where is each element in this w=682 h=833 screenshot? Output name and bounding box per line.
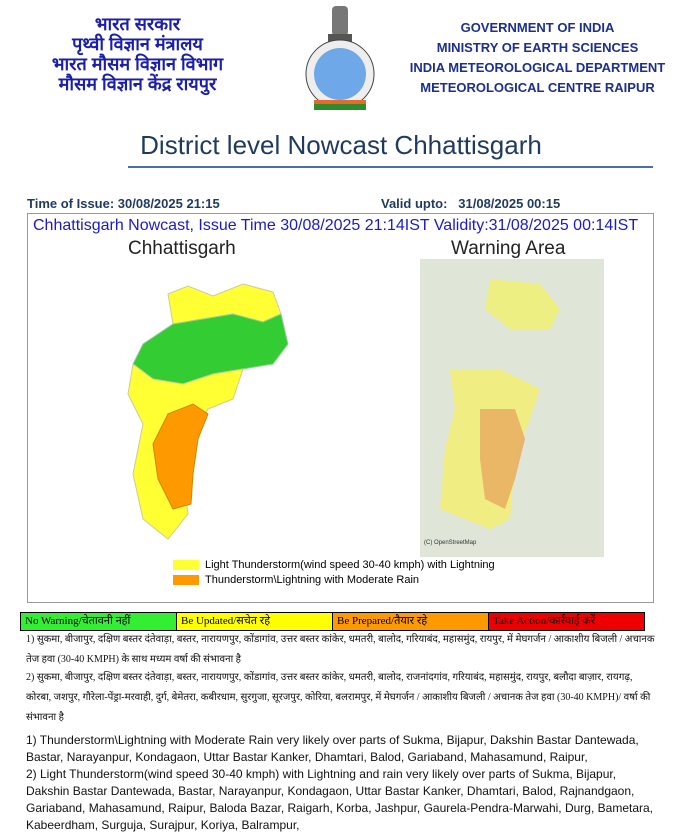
no-warning-level: No Warning/चेतावनी नहीं — [21, 613, 177, 630]
legend-label: Thunderstorm\Lightning with Moderate Rai… — [205, 574, 420, 586]
divider — [128, 166, 653, 168]
take-action-level: Take Action/कार्रवाई करें — [489, 613, 644, 630]
left-map-title: Chhattisgarh — [128, 238, 236, 259]
english-forecast-2: 2) Light Thunderstorm(wind speed 30-40 k… — [26, 767, 653, 832]
legend-label: Light Thunderstorm(wind speed 30-40 kmph… — [205, 559, 495, 571]
right-map-title: Warning Area — [451, 238, 566, 259]
be-prepared-level: Be Prepared/तैयार रहे — [333, 613, 489, 630]
imd-emblem-icon — [305, 6, 375, 110]
english-header: GOVERNMENT OF INDIA MINISTRY OF EARTH SC… — [405, 18, 670, 98]
english-line: METEOROLOGICAL CENTRE RAIPUR — [420, 80, 655, 95]
english-line: INDIA METEOROLOGICAL DEPARTMENT — [409, 60, 666, 75]
hindi-line: भारत मौसम विज्ञान विभाग — [51, 54, 224, 74]
english-line: MINISTRY OF EARTH SCIENCES — [436, 40, 639, 55]
hindi-forecast-1: 1) सुकमा, बीजापुर, दक्षिण बस्तर दंतेवाड़… — [26, 634, 655, 665]
valid-upto: Valid upto: 31/08/2025 00:15 — [381, 196, 561, 211]
map-header: Chhattisgarh Nowcast, Issue Time 30/08/2… — [33, 217, 639, 234]
english-line: GOVERNMENT OF INDIA — [460, 20, 615, 35]
legend-item: Light Thunderstorm(wind speed 30-40 kmph… — [173, 559, 495, 571]
english-forecast: 1) Thunderstorm\Lightning with Moderate … — [26, 732, 656, 833]
hindi-line: भारत सरकार — [94, 14, 181, 34]
legend-item: Thunderstorm\Lightning with Moderate Rai… — [173, 574, 495, 586]
warning-area-map: (C) OpenStreetMap — [420, 259, 604, 557]
hindi-line: पृथ्वी विज्ञान मंत्रालय — [72, 34, 203, 54]
page-title: District level Nowcast Chhattisgarh — [140, 130, 542, 160]
map-legend: Light Thunderstorm(wind speed 30-40 kmph… — [173, 559, 495, 586]
hindi-line: मौसम विज्ञान केंद्र रायपुर — [58, 74, 217, 94]
be-updated-level: Be Updated/सचेत रहे — [177, 613, 333, 630]
hindi-header: भारत सरकार पृथ्वी विज्ञान मंत्रालय भारत … — [30, 14, 245, 94]
map-attribution: (C) OpenStreetMap — [424, 540, 477, 546]
english-forecast-1: 1) Thunderstorm\Lightning with Moderate … — [26, 733, 639, 764]
warning-level-bar: No Warning/चेतावनी नहीं Be Updated/सचेत … — [20, 612, 645, 631]
time-of-issue: Time of Issue: 30/08/2025 21:15 — [27, 196, 220, 211]
hindi-forecast-2: 2) सुकमा, बीजापुर, दक्षिण बस्तर दंतेवाड़… — [26, 672, 651, 723]
chhattisgarh-district-map — [127, 283, 289, 540]
map-panel: Chhattisgarh Nowcast, Issue Time 30/08/2… — [27, 213, 654, 603]
